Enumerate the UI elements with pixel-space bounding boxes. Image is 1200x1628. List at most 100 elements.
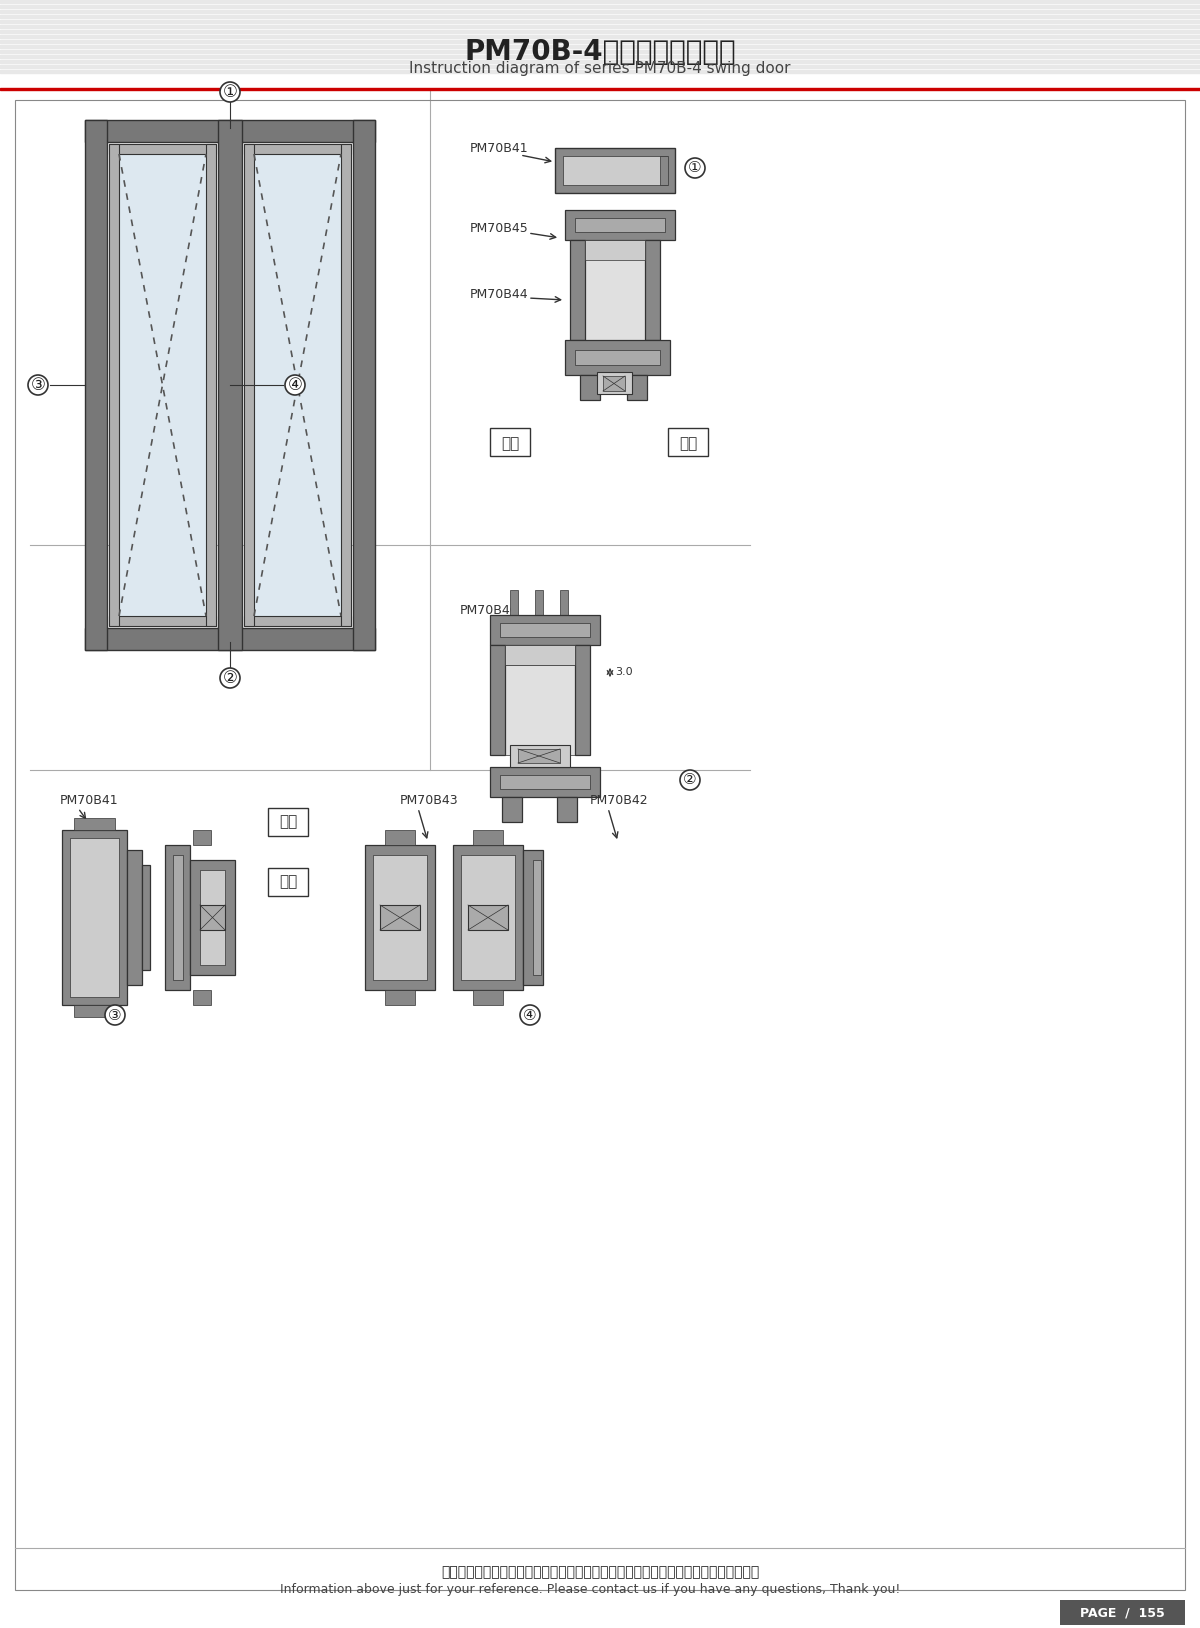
Bar (0, 24, 1200, 28)
Text: PM70B43: PM70B43 (400, 793, 458, 806)
Text: 室内: 室内 (278, 814, 298, 830)
Bar (0, 20, 1200, 23)
Bar (505, 664, 575, 755)
Bar (510, 589, 518, 615)
Bar (85, 628, 374, 650)
Circle shape (220, 81, 240, 103)
Bar (500, 624, 590, 637)
Bar (604, 376, 625, 391)
Text: 室内: 室内 (500, 436, 520, 451)
Bar (565, 340, 670, 374)
Text: 室外: 室外 (278, 874, 298, 889)
Bar (473, 830, 503, 845)
Bar (0, 15, 1200, 18)
Text: ④: ④ (523, 1008, 536, 1022)
Bar (0, 46, 1200, 47)
Bar (575, 645, 590, 755)
Bar (490, 428, 530, 456)
Circle shape (520, 1004, 540, 1026)
Text: Instruction diagram of series PM70B-4 swing door: Instruction diagram of series PM70B-4 sw… (409, 60, 791, 75)
Bar (109, 615, 216, 627)
Bar (490, 645, 505, 755)
Bar (490, 767, 600, 798)
Bar (505, 645, 575, 664)
Text: PM70B44: PM70B44 (470, 288, 529, 301)
Bar (173, 855, 182, 980)
Bar (510, 746, 570, 767)
Circle shape (106, 1004, 125, 1026)
Bar (268, 807, 308, 837)
Bar (142, 864, 150, 970)
Text: Information above just for your reference. Please contact us if you have any que: Information above just for your referenc… (280, 1584, 900, 1597)
Bar (660, 156, 668, 186)
Bar (166, 845, 190, 990)
Bar (565, 210, 674, 239)
Text: ②: ② (222, 669, 238, 687)
Text: ①: ① (222, 83, 238, 101)
Bar (500, 775, 590, 790)
Text: 3.0: 3.0 (616, 667, 632, 677)
Bar (0, 0, 1200, 3)
Bar (646, 239, 660, 340)
Text: PM70B46: PM70B46 (460, 604, 518, 617)
Text: 图中所示型材截面、装配、编号、尺寸及重量仅供参考。如有疑问，请向本公司查询。: 图中所示型材截面、装配、编号、尺寸及重量仅供参考。如有疑问，请向本公司查询。 (440, 1565, 760, 1579)
Bar (0, 41, 1200, 42)
Bar (200, 905, 226, 930)
Bar (575, 350, 660, 365)
Text: ③: ③ (30, 376, 46, 394)
Bar (0, 34, 1200, 37)
Bar (468, 905, 508, 930)
Circle shape (685, 158, 706, 177)
Bar (385, 990, 415, 1004)
Text: PM70B42: PM70B42 (590, 793, 649, 806)
Bar (244, 615, 352, 627)
Bar (586, 239, 646, 340)
Text: ④: ④ (288, 376, 302, 394)
Bar (0, 60, 1200, 62)
Bar (473, 990, 503, 1004)
Bar (557, 798, 577, 822)
Circle shape (286, 374, 305, 396)
Bar (490, 615, 600, 645)
Bar (0, 88, 1200, 90)
Bar (598, 373, 632, 394)
Bar (373, 855, 427, 980)
Bar (580, 374, 600, 400)
Bar (575, 218, 665, 233)
Bar (586, 239, 646, 260)
Text: ①: ① (688, 161, 702, 176)
Bar (385, 830, 415, 845)
Bar (85, 120, 374, 142)
Bar (353, 120, 374, 650)
Bar (0, 5, 1200, 8)
Bar (0, 70, 1200, 73)
Bar (74, 1004, 115, 1018)
Bar (85, 120, 107, 650)
Bar (62, 830, 127, 1004)
Bar (570, 239, 586, 340)
Text: 室外: 室外 (679, 436, 697, 451)
Bar (563, 156, 667, 186)
Bar (254, 155, 341, 615)
Circle shape (680, 770, 700, 790)
Bar (341, 143, 352, 627)
Bar (380, 905, 420, 930)
Bar (0, 50, 1200, 52)
Text: PAGE  /  155: PAGE / 155 (1080, 1607, 1164, 1620)
Circle shape (220, 667, 240, 689)
Bar (502, 798, 522, 822)
Bar (244, 143, 352, 155)
Bar (560, 589, 568, 615)
Bar (554, 148, 674, 194)
Bar (244, 143, 254, 627)
Bar (218, 120, 242, 650)
Bar (523, 850, 542, 985)
Bar (1060, 1600, 1186, 1625)
Bar (190, 860, 235, 975)
Bar (70, 838, 119, 996)
Bar (193, 830, 211, 845)
Bar (74, 817, 115, 830)
Bar (268, 868, 308, 895)
Bar (0, 65, 1200, 67)
Bar (628, 374, 647, 400)
